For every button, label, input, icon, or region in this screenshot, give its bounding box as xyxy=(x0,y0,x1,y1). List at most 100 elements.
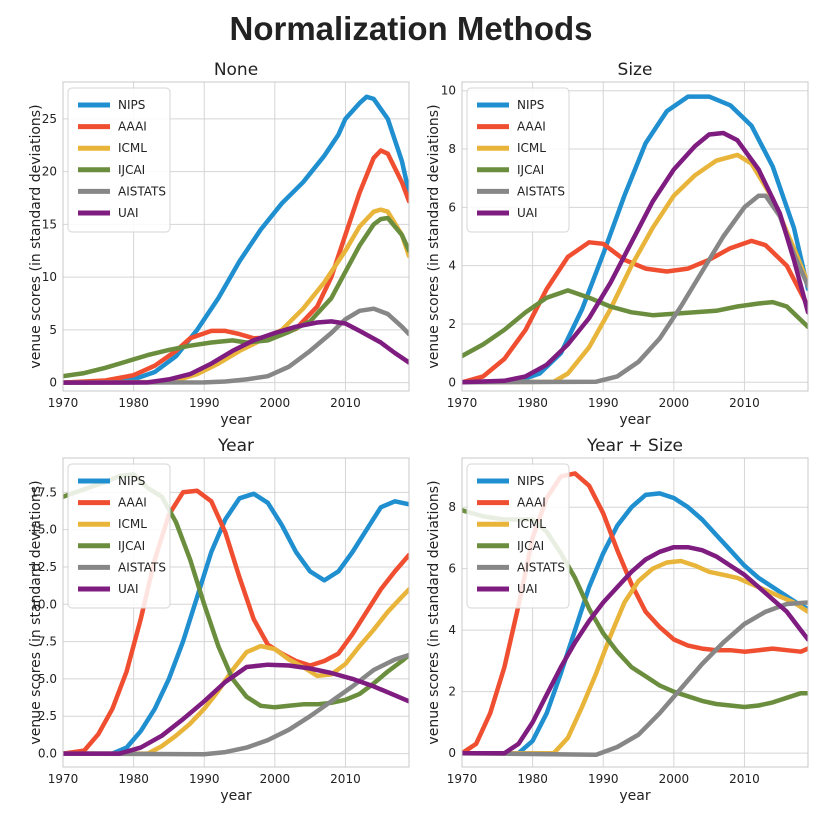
y-tick-label: 10 xyxy=(42,270,57,284)
panel-title: Size xyxy=(618,60,653,80)
y-tick-label: 12.5 xyxy=(30,560,57,574)
y-tick-label: 4 xyxy=(448,623,456,637)
legend: NIPS AAAI ICML IJCAI AISTATS UAI xyxy=(67,87,171,233)
y-axis-label: venue scores (in standard deviations) xyxy=(28,480,44,744)
y-tick-label: 8 xyxy=(448,500,456,514)
legend: NIPS AAAI ICML IJCAI AISTATS UAI xyxy=(466,87,570,233)
series-group xyxy=(63,94,409,385)
legend-label-uai: UAI xyxy=(517,582,538,596)
x-tick-label: 1970 xyxy=(48,396,79,410)
y-tick-label: 7.5 xyxy=(38,635,57,649)
x-tick-label: 2000 xyxy=(659,396,690,410)
legend-box xyxy=(67,463,171,609)
legend-label-nips: NIPS xyxy=(118,98,145,112)
series-group xyxy=(462,94,808,385)
x-axis-label: year xyxy=(619,788,650,804)
series-line-aistats xyxy=(63,652,409,757)
series-line-ijcai xyxy=(462,288,808,359)
x-tick-label: 1970 xyxy=(447,396,478,410)
plot-frame xyxy=(461,457,809,768)
y-tick-label: 4 xyxy=(448,259,456,273)
panel-title: Year xyxy=(217,436,254,456)
series-group xyxy=(63,472,409,757)
legend-label-ijcai: IJCAI xyxy=(118,163,145,177)
legend-box xyxy=(466,463,570,609)
series-line-uai xyxy=(63,662,409,756)
y-tick-label: 5.0 xyxy=(38,672,57,686)
x-tick-label: 1980 xyxy=(118,772,149,786)
series-line-icml xyxy=(63,587,409,756)
y-tick-label: 17.5 xyxy=(30,485,57,499)
panel-size: 1970 1980 1990 2000 2010 0 2 4 6 8 10 Size year venue… xyxy=(426,60,809,428)
x-tick-label: 1970 xyxy=(48,772,79,786)
legend-label-aistats: AISTATS xyxy=(517,184,565,198)
panel-title: None xyxy=(214,60,258,80)
panel-none: 1970 1980 1990 2000 2010 0 5 10 15 20 25 None year ve… xyxy=(28,60,410,428)
legend-label-aaai: AAAI xyxy=(517,496,546,510)
x-axis-label: year xyxy=(619,412,650,428)
legend-label-icml: ICML xyxy=(517,141,546,155)
x-tick-label: 2000 xyxy=(260,396,291,410)
plot-frame xyxy=(62,457,410,768)
y-tick-label: 6 xyxy=(448,200,456,214)
legend-label-ijcai: IJCAI xyxy=(517,539,544,553)
series-line-uai xyxy=(462,544,808,756)
x-tick-label: 1970 xyxy=(447,772,478,786)
legend-label-uai: UAI xyxy=(118,582,139,596)
chart-panels: 1970 1980 1990 2000 20100510152025Noneyearve… xyxy=(28,60,809,804)
legend-label-aistats: AISTATS xyxy=(118,184,166,198)
y-axis-label: venue scores (in standard deviations) xyxy=(28,104,44,368)
series-line-aaai xyxy=(63,488,409,756)
plot-frame xyxy=(461,81,809,392)
panel-year-size: 1970 1980 1990 2000 2010 0 2 4 6 8 Year + Size year… xyxy=(426,436,809,804)
y-tick-label: 6 xyxy=(448,562,456,576)
series-line-aistats xyxy=(63,306,409,385)
legend-box xyxy=(466,87,570,233)
panel-title: Year + Size xyxy=(586,436,683,456)
x-axis-label: year xyxy=(220,412,251,428)
y-tick-label: 8 xyxy=(448,142,456,156)
x-tick-label: 1980 xyxy=(118,396,149,410)
y-tick-label: 5 xyxy=(49,323,57,337)
legend: NIPS AAAI ICML IJCAI AISTATS UAI xyxy=(466,463,570,609)
y-tick-label: 25 xyxy=(42,112,57,126)
legend-label-icml: ICML xyxy=(118,141,147,155)
x-tick-label: 1990 xyxy=(588,772,619,786)
x-tick-label: 2000 xyxy=(260,772,291,786)
y-tick-label: 20 xyxy=(42,165,57,179)
figure-title: Normalization Methods xyxy=(229,10,592,47)
legend-label-nips: NIPS xyxy=(517,474,544,488)
y-tick-label: 10.0 xyxy=(30,597,57,611)
legend-label-aistats: AISTATS xyxy=(118,560,166,574)
legend: NIPS AAAI ICML IJCAI AISTATS UAI xyxy=(67,463,171,609)
y-tick-label: 0 xyxy=(448,746,456,760)
y-tick-label: 0.0 xyxy=(38,747,57,761)
y-axis-label: venue scores (in standard deviations) xyxy=(426,104,442,368)
series-line-ijcai xyxy=(63,215,409,379)
x-tick-label: 1990 xyxy=(189,772,220,786)
y-tick-label: 0 xyxy=(448,375,456,389)
series-line-nips xyxy=(63,491,409,756)
y-axis-label: venue scores (in standard deviations) xyxy=(426,480,442,744)
y-tick-label: 2 xyxy=(448,685,456,699)
legend-label-ijcai: IJCAI xyxy=(517,163,544,177)
y-tick-label: 2.5 xyxy=(38,709,57,723)
y-tick-label: 10 xyxy=(441,84,456,98)
series-line-uai xyxy=(462,130,808,385)
legend-label-nips: NIPS xyxy=(517,98,544,112)
legend-label-aistats: AISTATS xyxy=(517,560,565,574)
series-line-aaai xyxy=(462,238,808,385)
plot-frame xyxy=(62,81,410,392)
series-line-aistats xyxy=(462,600,808,757)
legend-label-nips: NIPS xyxy=(118,474,145,488)
x-tick-label: 2010 xyxy=(729,772,760,786)
legend-label-aaai: AAAI xyxy=(118,496,147,510)
panel-year: 1970 1980 1990 2000 2010 0.0 2.5 5.0 7.5 10.0 12.5… xyxy=(28,436,410,804)
legend-label-icml: ICML xyxy=(118,517,147,531)
x-tick-label: 1990 xyxy=(588,396,619,410)
y-tick-label: 15.0 xyxy=(30,523,57,537)
series-line-nips xyxy=(63,94,409,385)
series-line-uai xyxy=(63,319,409,385)
legend-label-ijcai: IJCAI xyxy=(118,539,145,553)
